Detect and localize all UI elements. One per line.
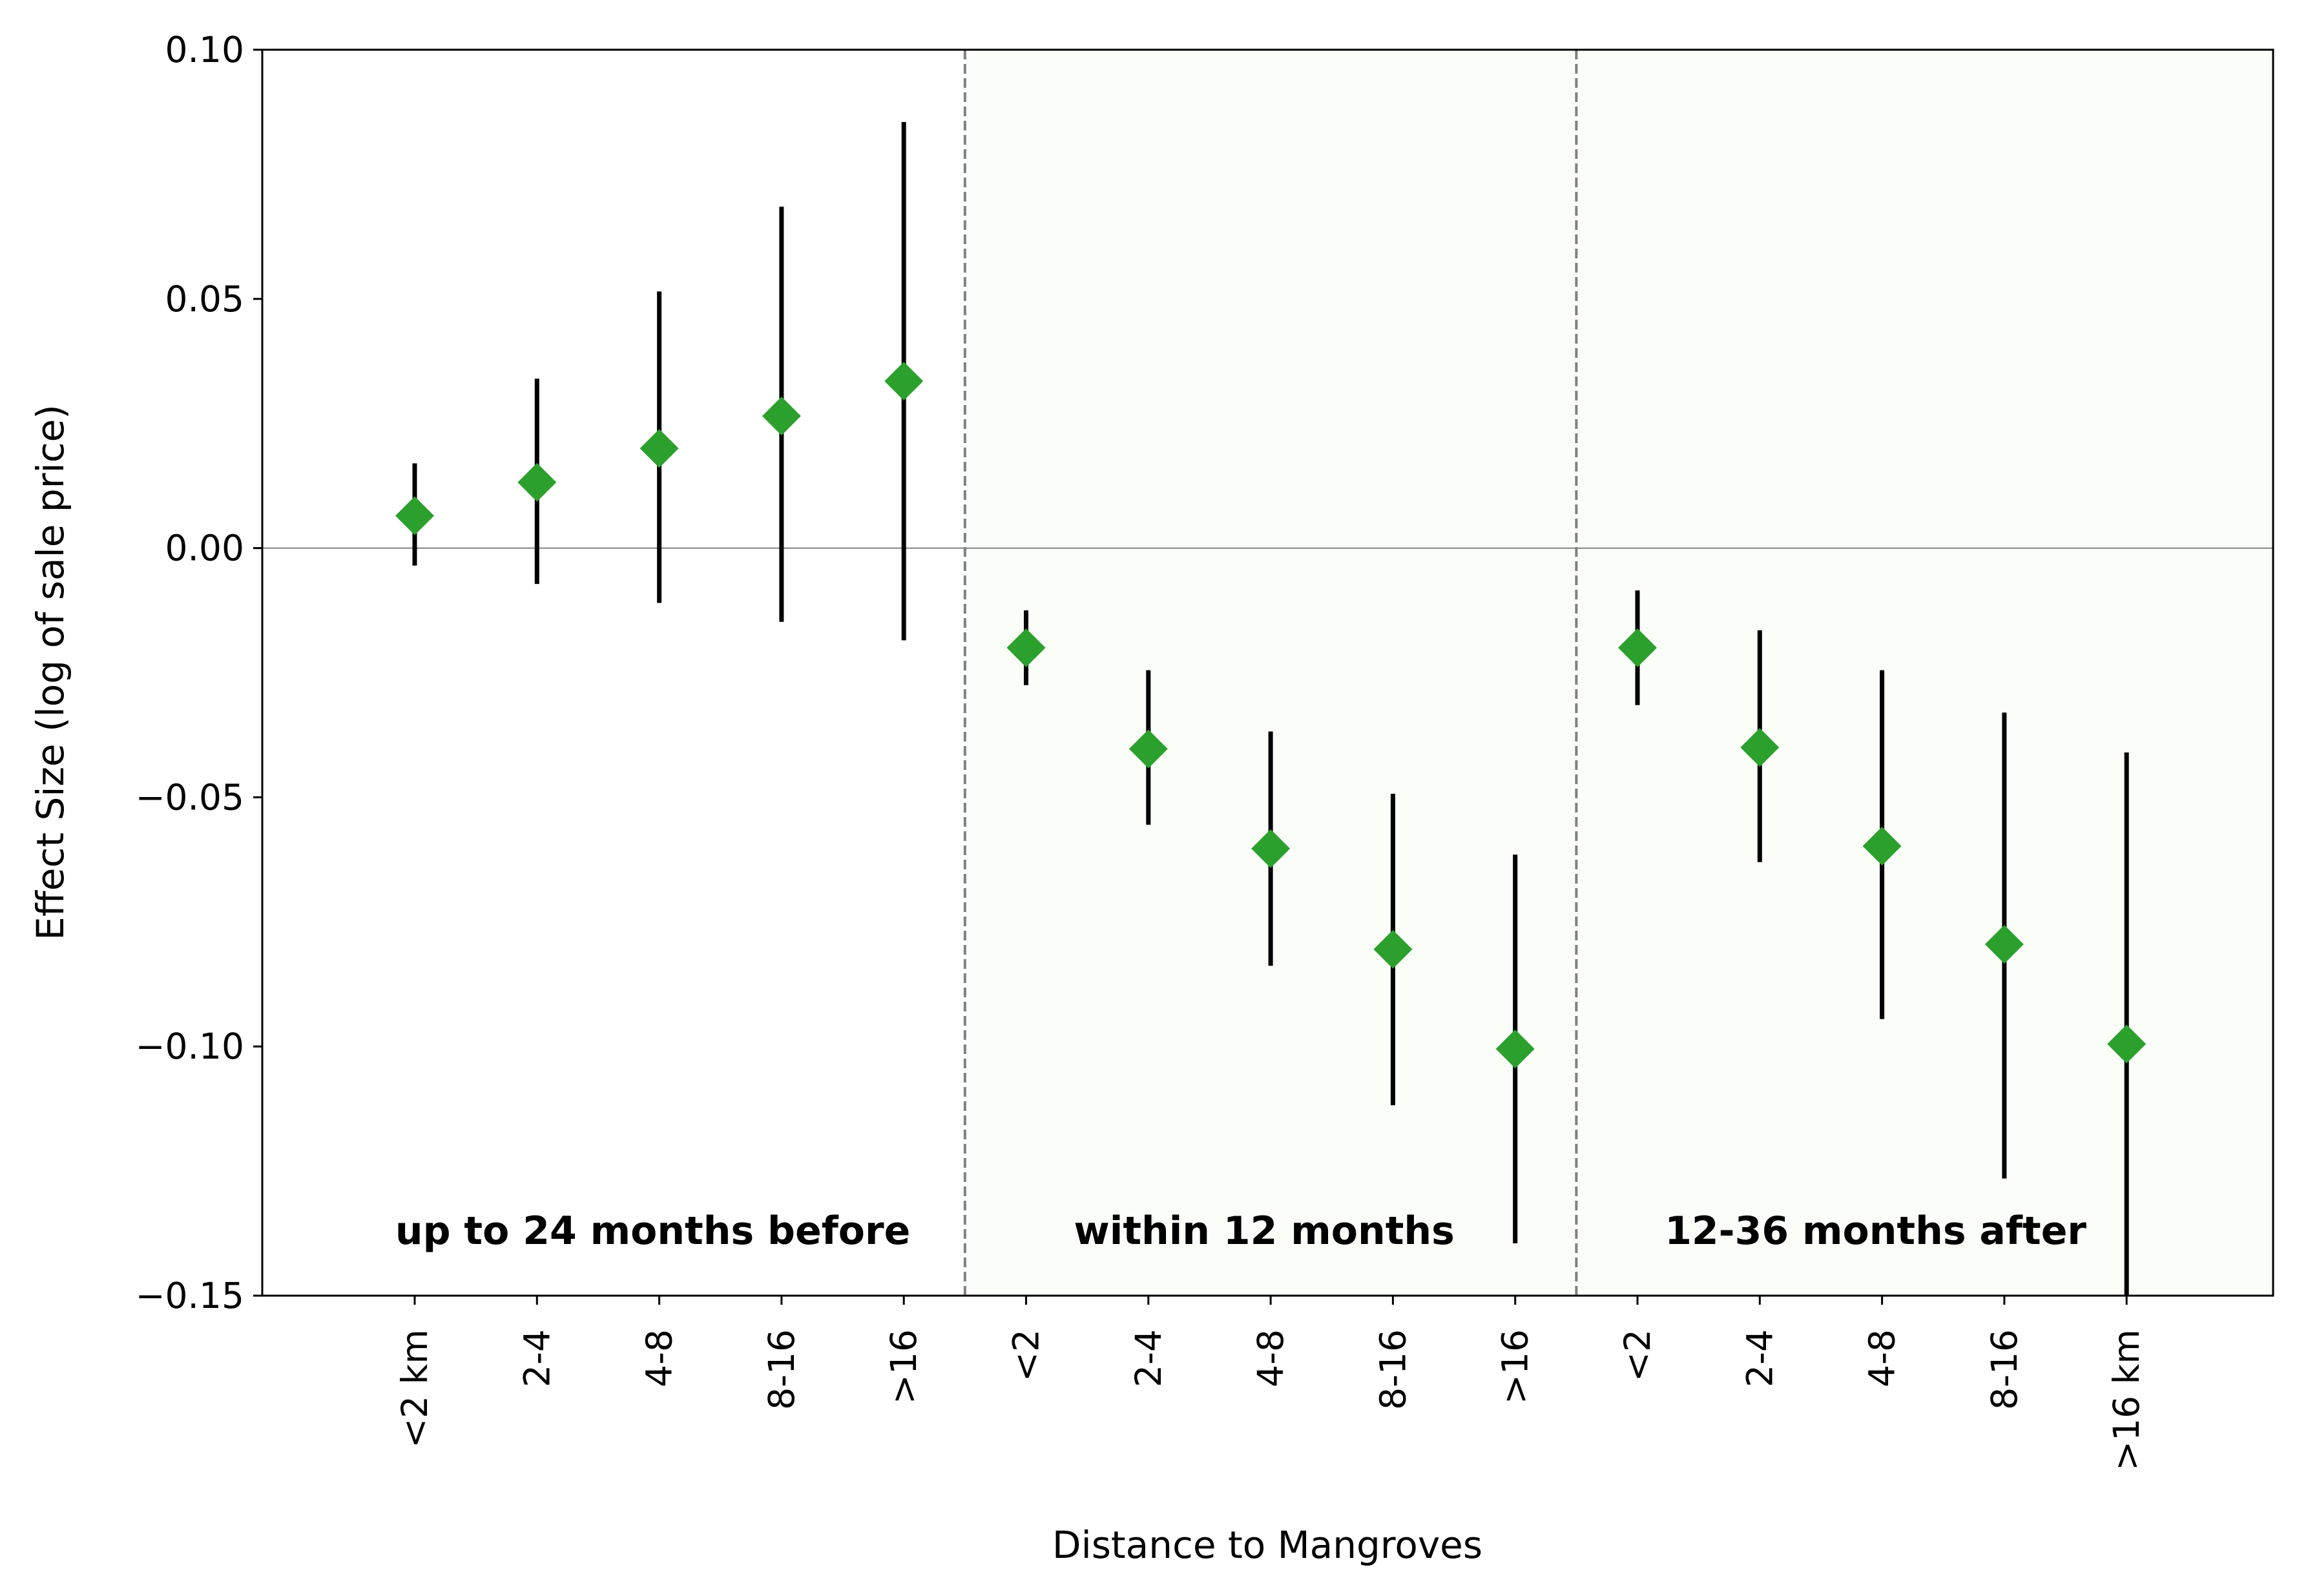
point-marker	[1495, 1030, 1535, 1069]
x-tick-label: 4-8	[1862, 1329, 1903, 1387]
x-tick-label: >16	[1495, 1329, 1536, 1404]
point-marker	[1618, 628, 1657, 667]
point-marker	[1373, 929, 1413, 969]
period-label: up to 24 months before	[395, 1208, 910, 1254]
point-marker	[395, 496, 434, 535]
plot-frame	[261, 48, 2274, 1297]
point-marker	[1862, 827, 1902, 866]
point-marker	[639, 429, 679, 468]
x-tick-label: 2-4	[516, 1329, 557, 1387]
point-marker	[1740, 728, 1780, 767]
y-axis-label: Effect Size (log of sale price)	[28, 404, 72, 940]
x-axis: <2 km 2-4 4-8 8-16 >16 <2 2-4 4-8 8-16 >16 <2 2-4 4-…	[394, 1296, 2147, 1471]
x-tick-label: 2-4	[1739, 1329, 1780, 1387]
x-tick-label: 4-8	[639, 1329, 680, 1387]
point-marker	[762, 397, 801, 436]
panel-background-3	[1576, 50, 2273, 1296]
point-marker	[1006, 628, 1046, 667]
x-tick-label: <2 km	[394, 1329, 435, 1448]
y-tick-label: 0.00	[165, 528, 244, 569]
x-tick-label: <2	[1617, 1329, 1658, 1382]
y-tick-label: 0.05	[165, 278, 244, 320]
x-tick-label: >16	[883, 1329, 924, 1404]
x-tick-label: >16 km	[2106, 1329, 2147, 1471]
x-tick-label: 4-8	[1250, 1329, 1291, 1387]
panel-background-2	[964, 50, 1577, 1296]
period-separators	[963, 50, 1578, 1296]
x-tick-label: 8-16	[1984, 1329, 2025, 1410]
y-axis: 0.10 0.05 0.00 −0.05 −0.10 −0.15	[135, 29, 262, 1316]
period-label: 12-36 months after	[1665, 1208, 2086, 1254]
point-marker	[1251, 829, 1291, 868]
x-tick-label: 2-4	[1128, 1329, 1169, 1387]
period-label: within 12 months	[1074, 1208, 1455, 1254]
y-tick-label: 0.10	[165, 29, 244, 70]
point-estimates	[395, 362, 2146, 1069]
point-marker	[884, 362, 924, 401]
point-marker	[2107, 1024, 2146, 1064]
x-tick-label: 8-16	[761, 1329, 802, 1410]
panel-background-1	[262, 50, 965, 1296]
period-labels: up to 24 months before within 12 months 12…	[395, 1208, 2087, 1254]
point-marker	[517, 462, 557, 502]
point-marker	[1984, 925, 2024, 964]
y-tick-label: −0.05	[135, 776, 244, 818]
x-axis-label: Distance to Mangroves	[1052, 1523, 1482, 1567]
x-tick-label: 8-16	[1372, 1329, 1413, 1410]
x-tick-label: <2	[1006, 1329, 1047, 1382]
y-tick-label: −0.15	[135, 1275, 244, 1316]
point-marker	[1128, 729, 1168, 769]
panel-backgrounds	[262, 50, 2273, 1296]
y-tick-label: −0.10	[135, 1026, 244, 1067]
